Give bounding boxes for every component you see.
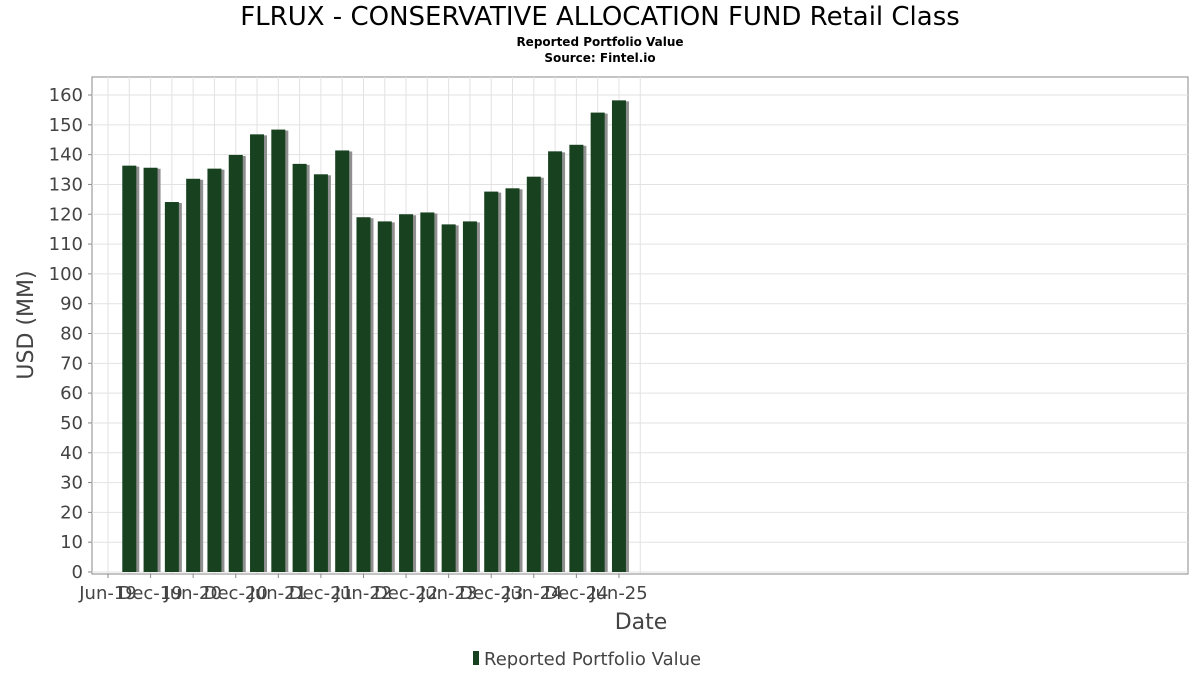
- y-tick-label: 140: [49, 145, 83, 166]
- bar: [462, 221, 477, 572]
- x-tick-label: Dec-24: [544, 583, 608, 604]
- bar: [484, 191, 499, 572]
- bar: [207, 168, 222, 572]
- bar: [292, 163, 307, 572]
- axes: 0 10 20 30 40 50 60 70 80 90 100 110 120 130 140 150 160…: [49, 85, 1188, 604]
- x-tick-label: Jun-21: [249, 583, 308, 604]
- bar: [420, 212, 435, 572]
- x-tick-label: Dec-21: [289, 583, 353, 604]
- bar: [313, 174, 328, 572]
- bar: [228, 154, 243, 572]
- y-tick-label: 70: [60, 353, 83, 374]
- bar: [569, 144, 584, 573]
- bar: [164, 202, 179, 573]
- y-tick-label: 40: [60, 443, 83, 464]
- bar: [250, 134, 265, 573]
- y-tick-label: 120: [49, 204, 83, 225]
- bar: [505, 188, 520, 573]
- legend-swatch: [473, 651, 479, 665]
- x-tick-label: Jun-24: [504, 583, 563, 604]
- y-tick-label: 150: [49, 115, 83, 136]
- bar: [143, 167, 158, 572]
- y-tick-label: 30: [60, 473, 83, 494]
- y-tick-label: 90: [60, 294, 83, 315]
- y-tick-label: 160: [49, 85, 83, 106]
- bar: [548, 151, 563, 572]
- bar: [377, 221, 392, 572]
- x-tick-label: Jun-23: [419, 583, 478, 604]
- bar: [611, 100, 626, 573]
- y-tick-label: 20: [60, 502, 83, 523]
- y-tick-label: 130: [49, 174, 83, 195]
- y-tick-label: 60: [60, 383, 83, 404]
- x-tick-label: Dec-22: [374, 583, 438, 604]
- bar: [441, 224, 456, 573]
- y-tick-label: 110: [49, 234, 83, 255]
- y-axis-title: USD (MM): [14, 270, 39, 379]
- chart-title: FLRUX - CONSERVATIVE ALLOCATION FUND Ret…: [240, 2, 960, 32]
- chart-source: Source: Fintel.io: [544, 51, 656, 65]
- bar: [590, 112, 605, 572]
- x-tick-label: Dec-19: [118, 583, 182, 604]
- y-tick-label: 100: [49, 264, 83, 285]
- x-tick-label: Dec-23: [459, 583, 523, 604]
- bars: [122, 100, 629, 573]
- bar: [122, 165, 137, 572]
- legend: Reported Portfolio Value: [473, 649, 701, 670]
- chart-subtitle: Reported Portfolio Value: [516, 35, 684, 49]
- x-tick-label: Jun-20: [163, 583, 222, 604]
- bar: [399, 214, 414, 572]
- y-tick-label: 10: [60, 532, 83, 553]
- bar: [335, 150, 350, 573]
- x-axis-title: Date: [615, 610, 668, 635]
- x-tick-label: Dec-20: [204, 583, 268, 604]
- bar: [271, 129, 286, 572]
- x-tick-label: Jun-25: [589, 583, 648, 604]
- bar: [356, 217, 371, 572]
- y-tick-label: 80: [60, 324, 83, 345]
- legend-label: Reported Portfolio Value: [484, 649, 701, 670]
- bar: [526, 176, 541, 572]
- x-tick-label: Jun-19: [78, 583, 137, 604]
- bar: [186, 178, 201, 572]
- y-tick-label: 0: [72, 562, 83, 583]
- x-tick-label: Jun-22: [334, 583, 393, 604]
- y-tick-label: 50: [60, 413, 83, 434]
